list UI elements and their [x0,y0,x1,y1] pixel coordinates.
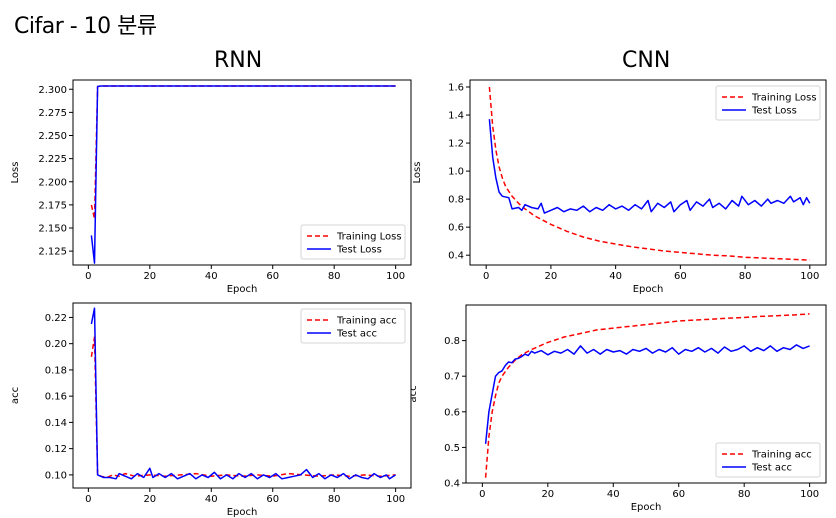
x-tick-label: 20 [541,489,554,500]
y-tick-label: 0.16 [45,392,67,403]
y-tick-label: 1.2 [448,139,464,150]
x-tick-label: 60 [674,271,687,282]
x-tick-label: 0 [479,489,485,500]
legend-label: Test acc [336,329,377,340]
x-tick-label: 100 [800,271,819,282]
y-tick-label: 0.4 [448,251,464,262]
x-tick-label: 100 [800,489,819,500]
y-tick-label: 0.7 [444,372,460,383]
x-tick-label: 60 [266,494,279,505]
legend: Training acc Test acc [715,442,821,478]
y-tick-label: 0.5 [444,443,460,454]
x-tick-label: 40 [205,271,218,282]
y-tick-label: 0.6 [444,407,460,418]
y-tick-label: 0.12 [45,444,67,455]
series-line-training-acc [484,313,810,478]
y-tick-label: 2.150 [38,224,67,235]
y-axis-label: acc [10,387,21,404]
x-tick-label: 40 [205,494,218,505]
series-line-training-loss [488,86,810,261]
x-tick-label: 20 [545,271,558,282]
series-line-test-acc [484,344,810,444]
legend-label: Training Loss [751,93,817,104]
legend-label: Training Loss [336,232,402,243]
x-tick-label: 80 [328,494,341,505]
y-tick-label: 1.0 [448,167,464,178]
legend-label: Training acc [751,450,812,461]
y-tick-label: 0.10 [45,470,67,481]
x-tick-label: 60 [266,271,279,282]
y-tick-label: 2.175 [38,200,67,211]
x-axis-label: Epoch [631,502,662,513]
x-tick-label: 0 [85,494,91,505]
y-axis-label: Loss [10,162,21,184]
y-tick-label: 2.225 [38,154,67,165]
y-tick-label: 1.4 [448,111,464,122]
x-tick-label: 20 [143,494,156,505]
y-tick-label: 0.8 [444,336,460,347]
legend-label: Test acc [751,463,792,474]
x-tick-label: 0 [483,271,489,282]
x-tick-label: 40 [607,489,620,500]
legend-box [300,224,406,260]
series-line-test-loss [90,85,396,264]
rnn-column-heading: RNN [214,48,263,73]
x-tick-label: 100 [386,271,405,282]
cnn-column-heading: CNN [622,48,671,73]
y-tick-label: 0.8 [448,195,464,206]
x-tick-label: 100 [386,494,405,505]
legend-label: Test Loss [336,245,382,256]
legend: Training Loss Test Loss [300,224,406,260]
y-tick-label: 1.6 [448,83,464,94]
x-tick-label: 60 [672,489,685,500]
x-tick-label: 80 [328,271,341,282]
y-axis-label: Loss [412,162,423,184]
legend-label: Test Loss [751,106,797,117]
y-tick-label: 0.20 [45,339,67,350]
legend: Training Loss Test Loss [715,85,821,121]
legend: Training acc Test acc [300,308,406,344]
x-axis-label: Epoch [227,507,258,518]
x-axis-label: Epoch [227,284,258,295]
series-line-test-loss [488,119,811,214]
x-tick-label: 20 [143,271,156,282]
x-tick-label: 0 [85,271,91,282]
x-tick-label: 40 [609,271,622,282]
legend-box [715,85,821,121]
y-tick-label: 0.4 [444,479,460,490]
y-tick-label: 2.200 [38,177,67,188]
y-tick-label: 0.6 [448,223,464,234]
legend-box [715,442,821,478]
legend-box [300,308,406,344]
y-tick-label: 0.22 [45,313,67,324]
series-line-test-acc [90,307,397,480]
y-tick-label: 0.14 [45,418,67,429]
y-tick-label: 2.275 [38,108,67,119]
x-axis-label: Epoch [633,284,664,295]
y-axis-label: acc [408,385,419,402]
legend-label: Training acc [336,316,397,327]
y-tick-label: 2.300 [38,85,67,96]
y-tick-label: 2.250 [38,131,67,142]
x-tick-label: 80 [739,271,752,282]
x-tick-label: 80 [738,489,751,500]
y-tick-label: 0.18 [45,365,67,376]
y-tick-label: 2.125 [38,247,67,258]
page-title: Cifar - 10 분류 [14,14,157,39]
